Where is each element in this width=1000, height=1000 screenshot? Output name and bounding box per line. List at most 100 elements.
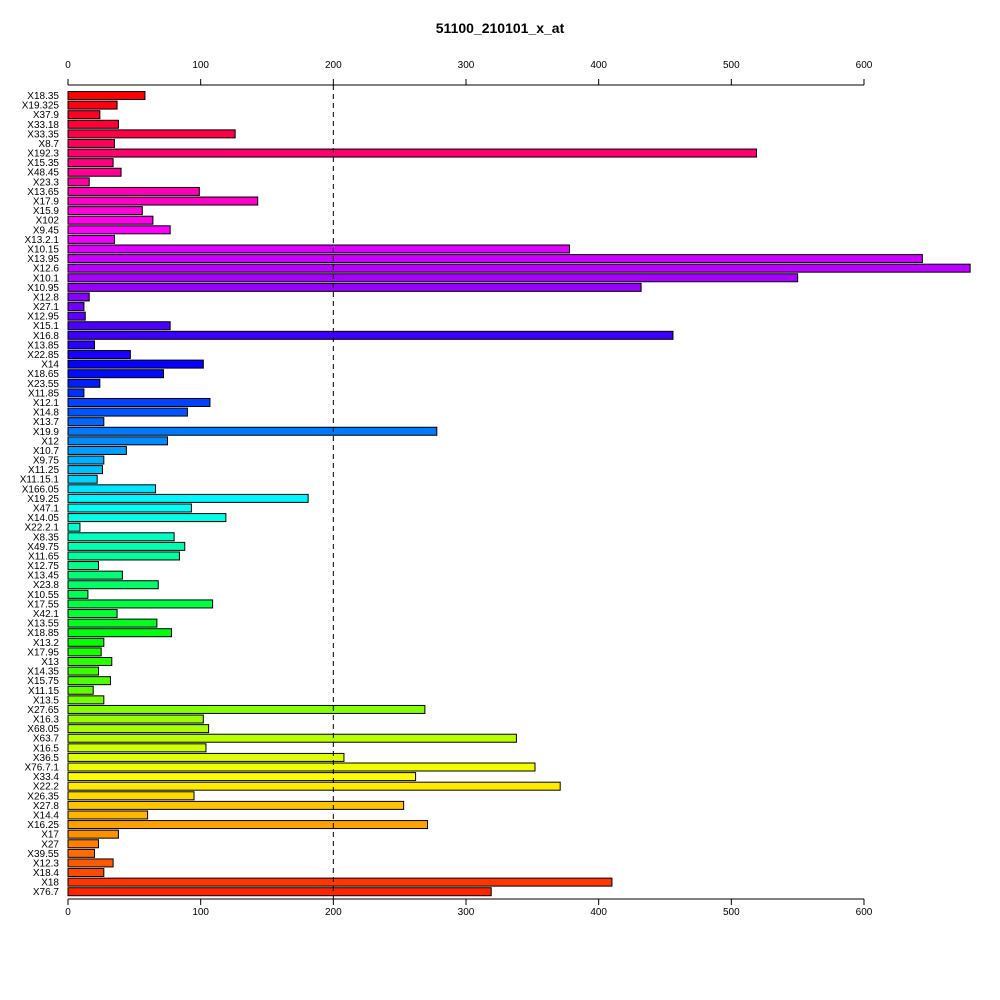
- category-label: X76.7: [33, 887, 60, 898]
- category-label: X27: [41, 839, 59, 850]
- bottom-axis-tick-label: 400: [590, 907, 607, 918]
- category-label: X19.25: [27, 494, 59, 505]
- category-label: X15.9: [33, 206, 60, 217]
- bar: [67, 158, 114, 168]
- category-label: X16.5: [33, 743, 60, 754]
- bar: [67, 589, 89, 599]
- category-label: X10.95: [27, 283, 59, 294]
- bar: [67, 714, 204, 724]
- bar: [67, 397, 211, 407]
- category-label: X10.1: [33, 273, 60, 284]
- category-label: X8.35: [33, 532, 60, 543]
- category-label: X23.55: [27, 379, 59, 390]
- bar: [67, 522, 81, 532]
- category-label: X48.45: [27, 168, 59, 179]
- category-label: X15.75: [27, 676, 59, 687]
- category-label: X13.2: [33, 638, 60, 649]
- bar: [67, 580, 159, 590]
- category-label: X14.8: [33, 408, 60, 419]
- bar: [67, 628, 172, 638]
- category-label: X13: [41, 657, 59, 668]
- bar: [67, 254, 923, 264]
- bar: [67, 407, 188, 417]
- bar: [67, 119, 119, 129]
- bar: [67, 350, 131, 360]
- bar: [67, 330, 674, 340]
- bar: [67, 426, 438, 436]
- bar: [67, 513, 227, 523]
- category-label: X22.85: [27, 350, 59, 361]
- category-label: X10.55: [27, 590, 59, 601]
- category-label: X19.325: [22, 101, 60, 112]
- bar: [67, 877, 613, 887]
- bar: [67, 656, 113, 666]
- bar: [67, 225, 171, 235]
- category-label: X14.35: [27, 667, 59, 678]
- category-label: X13.7: [33, 417, 60, 428]
- bar: [67, 724, 210, 734]
- bar: [67, 302, 85, 312]
- bar: [67, 110, 101, 120]
- bottom-axis-tick-label: 600: [856, 907, 873, 918]
- category-label: X12.1: [33, 398, 60, 409]
- category-label: X11.15.1: [20, 475, 60, 486]
- bottom-axis-tick-label: 100: [192, 907, 209, 918]
- category-label: X16.3: [33, 715, 60, 726]
- bar: [67, 810, 149, 820]
- category-label: X37.9: [33, 110, 60, 121]
- category-label: X13.55: [27, 619, 59, 630]
- category-label: X9.75: [33, 456, 60, 467]
- bar: [67, 378, 101, 388]
- category-label: X42.1: [33, 609, 60, 620]
- category-label: X17.95: [27, 647, 59, 658]
- category-label: X12.75: [27, 561, 59, 572]
- category-label: X13.65: [27, 187, 59, 198]
- category-label: X13.5: [33, 695, 60, 706]
- category-label: X16.8: [33, 331, 60, 342]
- bar: [67, 772, 417, 782]
- bar: [67, 484, 157, 494]
- bar: [67, 609, 118, 619]
- category-label: X13.2.1: [25, 235, 60, 246]
- category-label: X18.35: [27, 91, 59, 102]
- category-label: X18.65: [27, 369, 59, 380]
- bar: [67, 820, 429, 830]
- bar: [67, 186, 200, 196]
- bar: [67, 177, 90, 187]
- bar: [67, 743, 207, 753]
- category-label: X14: [41, 360, 59, 371]
- category-label: X33.18: [27, 120, 59, 131]
- category-label: X12: [41, 436, 59, 447]
- category-label: X68.05: [27, 724, 59, 735]
- bar: [67, 503, 192, 513]
- bar: [67, 561, 100, 571]
- category-label: X13.85: [27, 340, 59, 351]
- bar: [67, 311, 86, 321]
- bar: [67, 647, 102, 657]
- bar: [67, 551, 180, 561]
- category-label: X23.8: [33, 580, 60, 591]
- bar: [67, 532, 175, 542]
- bar: [67, 599, 214, 609]
- top-axis-tick-label: 0: [65, 60, 71, 71]
- category-label: X12.3: [33, 858, 60, 869]
- bar: [67, 685, 94, 695]
- category-label: X166.05: [22, 484, 60, 495]
- category-label: X26.35: [27, 791, 59, 802]
- bar: [67, 695, 105, 705]
- bar: [67, 282, 642, 292]
- category-label: X10.7: [33, 446, 60, 457]
- category-label: X8.7: [38, 139, 59, 150]
- category-label: X39.55: [27, 849, 59, 860]
- bar: [67, 244, 570, 254]
- category-label: X18.4: [33, 868, 60, 879]
- category-label: X15.1: [33, 321, 60, 332]
- bar: [67, 369, 165, 379]
- bottom-axis-tick-label: 300: [458, 907, 475, 918]
- bar: [67, 848, 96, 858]
- category-label: X27.8: [33, 801, 60, 812]
- bar: [67, 292, 90, 302]
- bar: [67, 215, 154, 225]
- category-label: X192.3: [27, 149, 59, 160]
